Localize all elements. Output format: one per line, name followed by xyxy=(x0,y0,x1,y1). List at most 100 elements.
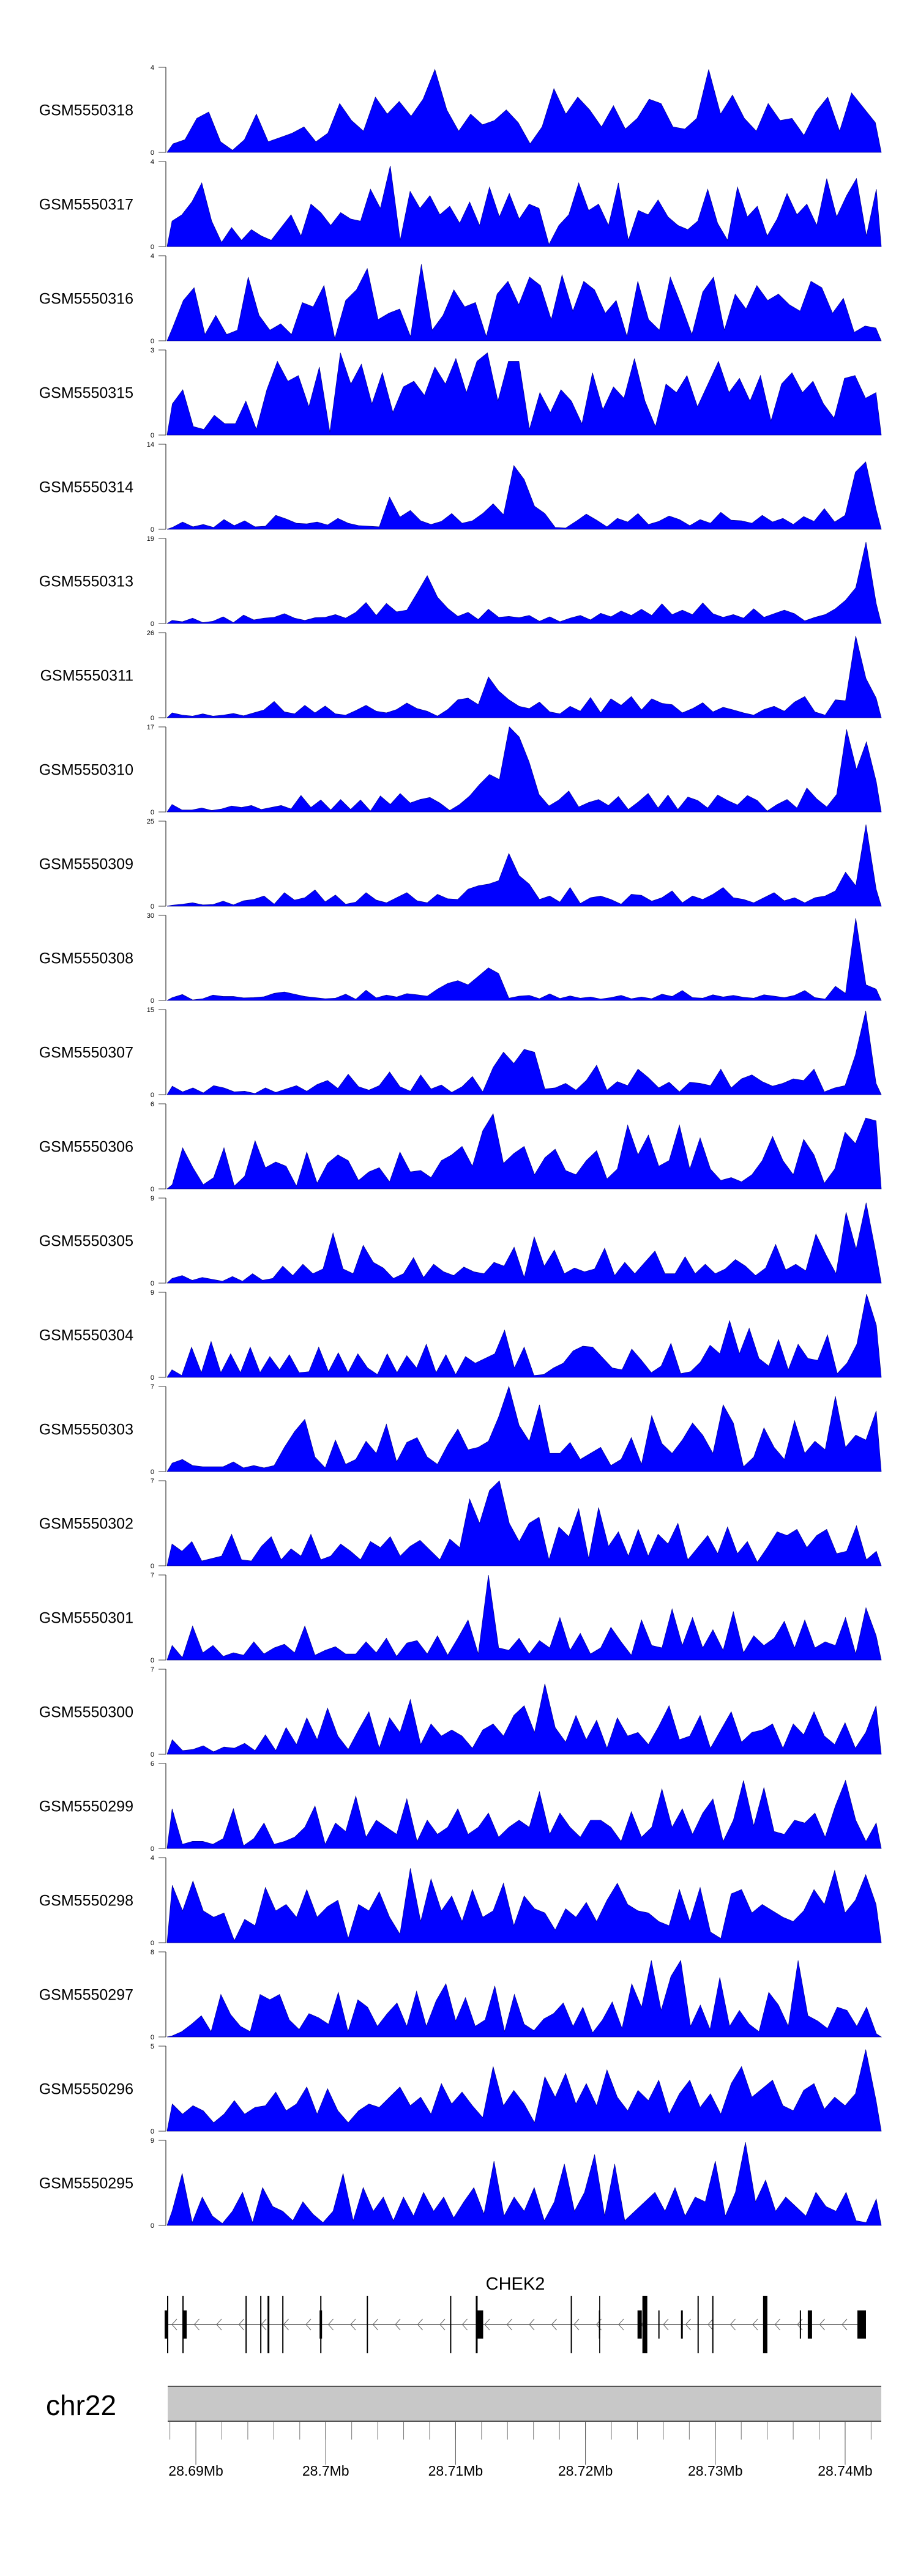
track-label: GSM5550299 xyxy=(39,1798,133,1815)
coverage-area xyxy=(166,542,882,624)
coverage-area xyxy=(166,726,882,813)
strand-arrow-icon xyxy=(663,2318,669,2331)
ideogram-band xyxy=(168,2386,881,2421)
strand-arrow-icon xyxy=(238,2318,244,2331)
data-track: GSM5550311 26 0 xyxy=(40,630,882,722)
data-track: GSM5550310 17 0 xyxy=(39,724,882,816)
track-label: GSM5550313 xyxy=(39,573,133,590)
chromosome-label: chr22 xyxy=(46,2389,116,2421)
track-label: GSM5550297 xyxy=(39,1987,133,2004)
track-label: GSM5550306 xyxy=(39,1139,133,1156)
coding-exon xyxy=(367,2296,368,2353)
coverage-area xyxy=(166,1385,882,1472)
strand-arrow-icon xyxy=(484,2318,490,2331)
y-tick-label-max: 19 xyxy=(147,535,154,543)
coding-exon xyxy=(167,2296,168,2353)
data-track: GSM5550308 30 0 xyxy=(39,912,882,1005)
coding-exon xyxy=(570,2296,572,2353)
axis-tick-label: 28.73Mb xyxy=(688,2463,743,2479)
track-label: GSM5550304 xyxy=(39,1327,133,1344)
coverage-area xyxy=(166,1868,882,1943)
coverage-area xyxy=(166,918,882,1001)
utr-exon xyxy=(164,2310,168,2339)
coverage-area xyxy=(166,1480,882,1566)
coverage-area xyxy=(166,636,882,718)
track-label: GSM5550298 xyxy=(39,1893,133,1910)
coverage-area xyxy=(166,165,882,247)
coverage-area xyxy=(166,461,882,530)
coding-exon xyxy=(476,2296,478,2353)
axis-tick-label: 28.74Mb xyxy=(818,2463,873,2479)
data-track: GSM5550295 9 0 xyxy=(39,2137,882,2230)
y-tick-label-zero: 0 xyxy=(151,1845,154,1853)
coding-exon xyxy=(712,2296,714,2353)
y-tick-label-max: 25 xyxy=(147,818,154,825)
track-label: GSM5550303 xyxy=(39,1421,133,1439)
coding-exon xyxy=(282,2296,284,2353)
coverage-area xyxy=(166,1574,882,1661)
coverage-area xyxy=(166,2049,882,2132)
strand-arrow-icon xyxy=(819,2318,825,2331)
data-track: GSM5550296 5 0 xyxy=(39,2043,882,2135)
y-tick-label-max: 8 xyxy=(151,1949,154,1956)
strand-arrow-icon xyxy=(685,2318,691,2331)
track-label: GSM5550316 xyxy=(39,291,133,308)
track-label: GSM5550309 xyxy=(39,856,133,873)
data-track: GSM5550309 25 0 xyxy=(39,818,882,910)
y-tick-label-zero: 0 xyxy=(151,1186,154,1193)
data-track: GSM5550302 7 0 xyxy=(39,1478,882,1570)
gene-label: CHEK2 xyxy=(486,2274,545,2294)
coverage-area xyxy=(166,1113,882,1189)
strand-arrow-icon xyxy=(283,2318,289,2331)
strand-arrow-icon xyxy=(216,2318,222,2331)
track-label: GSM5550302 xyxy=(39,1516,133,1533)
data-track: GSM5550301 7 0 xyxy=(39,1572,882,1664)
y-tick-label-zero: 0 xyxy=(151,1751,154,1759)
data-track: GSM5550305 9 0 xyxy=(39,1195,882,1287)
data-track: GSM5550306 6 0 xyxy=(39,1101,882,1193)
y-tick-label-zero: 0 xyxy=(151,1374,154,1382)
y-tick-label-max: 4 xyxy=(151,1855,154,1862)
y-tick-label-zero: 0 xyxy=(151,1469,154,1476)
axis-tick-label: 28.69Mb xyxy=(168,2463,223,2479)
y-tick-label-max: 14 xyxy=(147,441,154,449)
track-label: GSM5550311 xyxy=(40,668,133,685)
track-label: GSM5550305 xyxy=(39,1233,133,1250)
data-track: GSM5550315 3 0 xyxy=(39,347,882,439)
strand-arrow-icon xyxy=(395,2318,401,2331)
data-track: GSM5550317 4 0 xyxy=(39,158,882,251)
utr-exon xyxy=(476,2310,483,2339)
y-tick-label-zero: 0 xyxy=(151,2128,154,2135)
y-tick-label-zero: 0 xyxy=(151,997,154,1005)
strand-arrow-icon xyxy=(439,2318,446,2331)
strand-arrow-icon xyxy=(529,2318,535,2331)
track-label: GSM5550317 xyxy=(39,196,133,214)
y-tick-label-max: 9 xyxy=(151,1195,154,1202)
track-label: GSM5550314 xyxy=(39,479,133,496)
y-tick-label-max: 7 xyxy=(151,1383,154,1391)
y-tick-label-max: 4 xyxy=(151,158,154,166)
y-tick-label-zero: 0 xyxy=(151,338,154,345)
strand-arrow-icon xyxy=(774,2318,780,2331)
y-tick-label-max: 7 xyxy=(151,1478,154,1485)
y-tick-label-zero: 0 xyxy=(151,149,154,157)
strand-arrow-icon xyxy=(372,2318,378,2331)
track-label: GSM5550295 xyxy=(39,2175,133,2192)
data-track: GSM5550298 4 0 xyxy=(39,1855,882,1947)
y-tick-label-max: 9 xyxy=(151,2137,154,2145)
track-label: GSM5550315 xyxy=(39,385,133,402)
coverage-area xyxy=(166,1683,882,1755)
strand-arrow-icon xyxy=(573,2318,580,2331)
utr-exon xyxy=(658,2310,660,2339)
coverage-area xyxy=(166,264,882,341)
track-label: GSM5550307 xyxy=(39,1044,133,1062)
y-tick-label-max: 7 xyxy=(151,1572,154,1579)
y-tick-label-zero: 0 xyxy=(151,2034,154,2041)
utr-exon xyxy=(182,2310,187,2339)
coding-exon xyxy=(642,2296,647,2353)
coding-exon xyxy=(599,2296,600,2353)
data-track: GSM5550304 9 0 xyxy=(39,1289,882,1382)
y-tick-label-max: 26 xyxy=(147,630,154,637)
y-tick-label-zero: 0 xyxy=(151,244,154,251)
